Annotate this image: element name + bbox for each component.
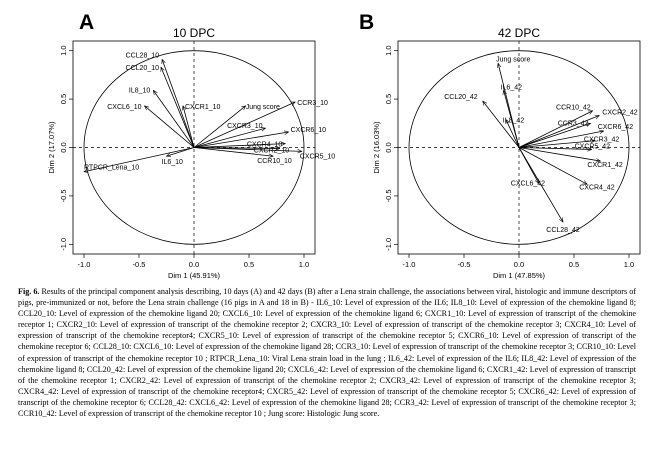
variable-label: CXCR4_42 xyxy=(579,184,615,191)
figure-caption: Fig. 6. Results of the principal compone… xyxy=(18,286,636,419)
variable-arrow xyxy=(518,147,563,223)
variable-label: CCR3_10 xyxy=(297,100,328,107)
variable-arrow xyxy=(518,116,599,148)
x-tick-label: 0.0 xyxy=(514,260,524,269)
figure-caption-label: Fig. 6. xyxy=(18,287,40,296)
variable-arrow xyxy=(167,147,195,157)
panel-title: 42 DPC xyxy=(498,26,540,40)
correlation-circle xyxy=(408,50,630,245)
y-tick-label: -1.0 xyxy=(59,238,68,251)
variable-label: CCR10_10 xyxy=(257,158,292,165)
variable-label: CCL28_10 xyxy=(126,52,160,59)
pca-panel-a: A 10 DPC -1.0 -0.5 0.0 0.5 1.0 -1.0 -0.5 0.0 0.5 1.… xyxy=(0,0,335,282)
panel-letter: A xyxy=(79,11,94,34)
x-axis-title: Dim 1 (47.85%) xyxy=(493,271,546,280)
variable-label: CXCR4_10 xyxy=(247,142,283,149)
variable-arrow xyxy=(518,131,604,148)
variable-label: Jung score xyxy=(246,104,280,111)
x-tick-label: 0.5 xyxy=(569,260,579,269)
variable-label: IL8_10 xyxy=(129,87,151,94)
panel-letter: B xyxy=(359,11,374,34)
pca-biplot-b: B 42 DPC -1.0 -0.5 0.0 0.5 1.0 -1.0 -0.5 0.0 0.5 1.… xyxy=(359,11,641,280)
x-axis-title: Dim 1 (45.91%) xyxy=(168,271,221,280)
figure-caption-text: Results of the principal component analy… xyxy=(18,287,636,419)
variable-arrow xyxy=(193,147,302,152)
variable-arrow xyxy=(153,90,195,148)
variable-label: CXCR6_10 xyxy=(291,127,327,134)
variable-label: CCL20_42 xyxy=(444,94,478,101)
variable-arrow xyxy=(483,101,520,148)
variable-label: CCL28_42 xyxy=(546,227,580,234)
variable-arrow xyxy=(145,106,195,148)
y-tick-label: 0.5 xyxy=(59,94,68,104)
variable-label: CXCR2_10 xyxy=(254,147,290,154)
variable-arrow xyxy=(518,110,593,148)
y-tick-label: 0.0 xyxy=(59,142,68,152)
y-tick-label: 1.0 xyxy=(384,45,393,55)
variable-arrow xyxy=(161,67,195,148)
pca-panel-b: B 42 DPC -1.0 -0.5 0.0 0.5 1.0 -1.0 -0.5 0.0 0.5 1.… xyxy=(325,0,649,282)
x-tick-label: -1.0 xyxy=(403,260,416,269)
variable-arrow xyxy=(518,147,600,162)
correlation-circle xyxy=(83,50,305,245)
x-tick-label: 1.0 xyxy=(299,260,309,269)
variable-arrow xyxy=(183,106,195,148)
y-tick-label: -1.0 xyxy=(384,238,393,251)
variable-label: CXCR1_10 xyxy=(185,104,221,111)
variable-label: CXCR2_42 xyxy=(602,110,638,117)
variable-arrow xyxy=(505,119,520,148)
variable-label: CXCR3_42 xyxy=(584,137,620,144)
x-tick-label: 0.5 xyxy=(244,260,254,269)
variable-arrow xyxy=(504,90,520,148)
variable-label: CXCR6_42 xyxy=(598,124,634,131)
variable-label: RTPCR_Lena_10 xyxy=(84,165,139,172)
y-tick-label: -0.5 xyxy=(59,189,68,202)
variable-label: CXCR5_42 xyxy=(575,143,611,150)
variable-label: Jung score xyxy=(496,56,530,63)
y-axis-title: Dim 2 (17.07%) xyxy=(47,121,56,174)
variable-arrow xyxy=(518,123,591,148)
y-axis-title: Dim 2 (16.03%) xyxy=(372,121,381,174)
variable-arrow xyxy=(193,106,246,148)
variable-arrow xyxy=(193,101,295,148)
variable-arrow xyxy=(162,59,195,148)
variable-arrow xyxy=(84,147,195,172)
variable-label: CXCR1_42 xyxy=(587,162,623,169)
variable-label: CCL20_10 xyxy=(126,65,160,72)
variable-arrow xyxy=(193,128,266,148)
variable-arrow xyxy=(193,144,285,148)
variable-label: CXCL6_42 xyxy=(511,180,545,187)
variable-label: CCR10_42 xyxy=(556,105,591,112)
x-tick-label: -0.5 xyxy=(133,260,146,269)
variable-label: IL8_42 xyxy=(503,117,525,124)
variable-arrow xyxy=(518,147,587,185)
x-tick-label: 0.0 xyxy=(189,260,199,269)
variable-label: IL6_10 xyxy=(162,159,184,166)
x-tick-label: 1.0 xyxy=(624,260,634,269)
x-tick-label: -1.0 xyxy=(78,260,91,269)
pca-biplot-a: A 10 DPC -1.0 -0.5 0.0 0.5 1.0 -1.0 -0.5 0.0 0.5 1.… xyxy=(47,11,335,280)
panel-title: 10 DPC xyxy=(173,26,215,40)
variable-label: CXCL6_10 xyxy=(107,104,141,111)
y-tick-label: -0.5 xyxy=(384,189,393,202)
variable-label: CCR3_42 xyxy=(558,120,589,127)
variable-arrow xyxy=(193,147,273,157)
x-tick-label: -0.5 xyxy=(458,260,471,269)
y-tick-label: 1.0 xyxy=(59,45,68,55)
variable-arrow xyxy=(193,132,289,148)
variable-label: IL6_42 xyxy=(501,84,523,91)
y-tick-label: 0.5 xyxy=(384,94,393,104)
variable-label: CXCR3_10 xyxy=(227,123,263,130)
y-tick-label: 0.0 xyxy=(384,142,393,152)
variable-label: CXCR5_10 xyxy=(300,153,336,160)
variable-arrow xyxy=(518,147,592,150)
variable-arrow xyxy=(518,141,595,148)
